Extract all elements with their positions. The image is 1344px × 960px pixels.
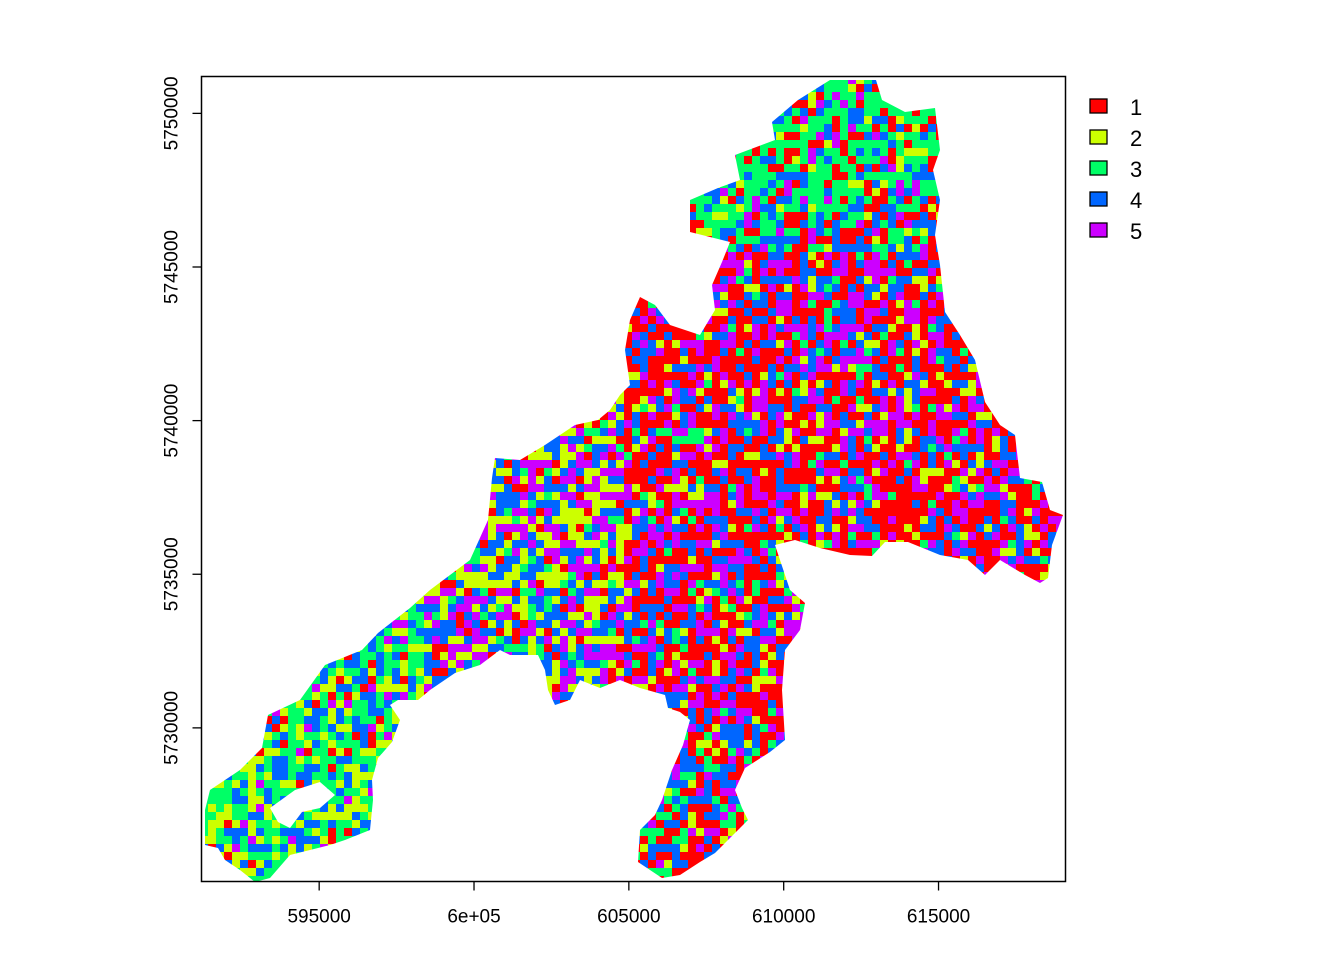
legend-label-1: 1: [1130, 95, 1142, 120]
x-tick-label: 6e+05: [447, 907, 500, 928]
lake: [270, 782, 335, 828]
legend-swatch-5: [1089, 222, 1108, 238]
legend-label-3: 3: [1130, 157, 1142, 182]
legend-label-4: 4: [1130, 188, 1142, 213]
x-tick-label: 595000: [287, 907, 350, 928]
legend-label-2: 2: [1130, 126, 1142, 151]
legend-swatch-4: [1089, 191, 1108, 207]
legend-swatch-3: [1089, 160, 1108, 176]
x-axis: 595000 6e+05 605000 610000 615000: [287, 881, 970, 928]
y-tick-label: 5745000: [162, 230, 183, 304]
legend: 1 2 3 4 5: [1089, 95, 1142, 244]
y-axis: 5730000 5735000 5740000 5745000 5750000: [162, 76, 202, 765]
y-tick-label: 5740000: [162, 384, 183, 458]
y-tick-label: 5735000: [162, 537, 183, 611]
legend-label-5: 5: [1130, 219, 1142, 244]
x-tick-label: 610000: [752, 907, 815, 928]
y-tick-label: 5730000: [162, 691, 183, 765]
y-tick-label: 5750000: [162, 76, 183, 150]
legend-swatch-2: [1089, 129, 1108, 145]
legend-swatch-1: [1089, 98, 1108, 114]
x-tick-label: 605000: [597, 907, 660, 928]
x-tick-label: 615000: [907, 907, 970, 928]
map-region: [205, 80, 1063, 882]
